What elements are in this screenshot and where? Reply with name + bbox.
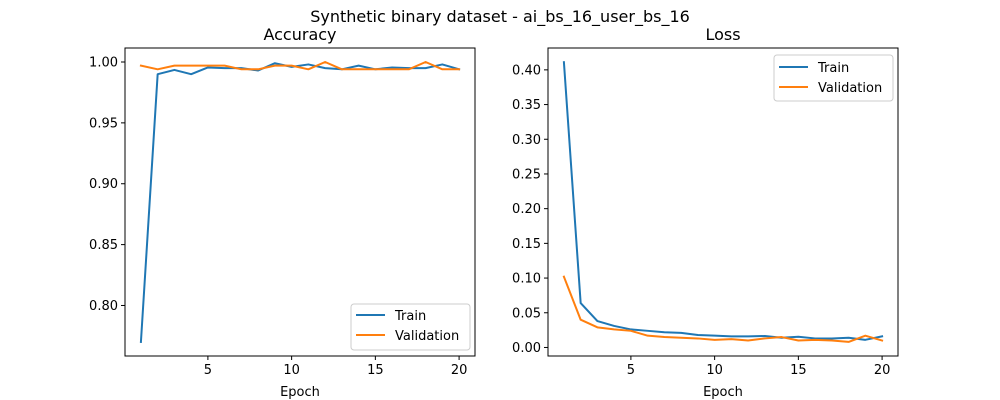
axes-frame [124, 47, 476, 357]
y-tick-label: 0.15 [512, 237, 541, 252]
loss-chart: Loss 5 10 15 20 0.00 0.05 0.10 0.15 0.20 0.25 0.30… [512, 25, 899, 400]
plot-area: 5 10 15 20 0.80 0.85 0.90 0.95 1.00 [89, 56, 467, 379]
legend-label-validation: Validation [395, 329, 459, 344]
legend-label-train: Train [394, 309, 426, 324]
x-tick-label: 5 [204, 363, 212, 378]
chart-title: Accuracy [263, 25, 336, 44]
legend: Train Validation [773, 54, 894, 102]
y-tick-label: 0.35 [512, 98, 541, 113]
series-line-validation [139, 61, 461, 71]
x-tick-label: 15 [367, 363, 384, 378]
y-tick-label: 0.25 [512, 167, 541, 182]
x-tick-label: 5 [627, 363, 635, 378]
y-tick-label: 1.00 [89, 56, 118, 71]
legend: Train Validation [350, 303, 471, 351]
plot-area: 5 10 15 20 0.00 0.05 0.10 0.15 0.20 0.25 0.30 0.35 0… [512, 61, 891, 378]
y-tick-label: 0.40 [512, 63, 541, 78]
x-tick-label: 10 [706, 363, 723, 378]
series-line-validation [562, 275, 884, 343]
x-tick-label: 10 [283, 363, 300, 378]
x-tick-label: 20 [451, 363, 468, 378]
accuracy-chart: Accuracy 5 10 15 20 0.80 0.85 0.90 0.95 1.00 Epo… [89, 25, 476, 400]
axes-frame [547, 47, 899, 357]
legend-label-validation: Validation [818, 81, 882, 96]
x-tick-label: 15 [790, 363, 807, 378]
y-tick-label: 0.10 [512, 272, 541, 287]
legend-label-train: Train [817, 61, 849, 76]
y-tick-label: 0.85 [89, 238, 118, 253]
series-line-train [562, 61, 884, 341]
y-tick-label: 0.20 [512, 202, 541, 217]
chart-title: Loss [705, 25, 740, 44]
x-axis-label: Epoch [703, 385, 743, 400]
y-tick-label: 0.90 [89, 177, 118, 192]
figure-title: Synthetic binary dataset - ai_bs_16_user… [310, 7, 690, 27]
y-tick-label: 0.30 [512, 133, 541, 148]
y-tick-label: 0.80 [89, 299, 118, 314]
y-tick-label: 0.05 [512, 306, 541, 321]
y-tick-label: 0.95 [89, 116, 118, 131]
x-axis-label: Epoch [280, 385, 320, 400]
y-tick-label: 0.00 [512, 341, 541, 356]
series-line-train [139, 62, 461, 344]
x-tick-label: 20 [874, 363, 891, 378]
